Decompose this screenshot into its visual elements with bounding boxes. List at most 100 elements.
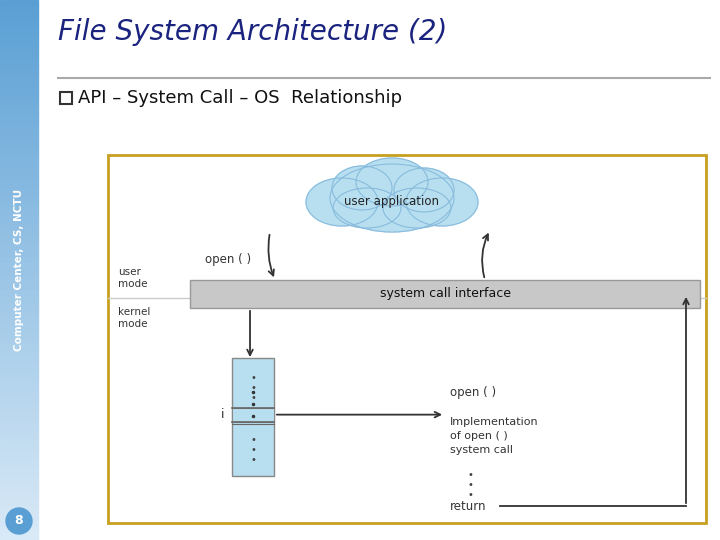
Bar	[0, 148, 38, 156]
Ellipse shape	[330, 164, 454, 232]
Bar	[0, 399, 38, 405]
Bar	[0, 74, 38, 81]
Text: i: i	[220, 408, 224, 421]
Text: •: •	[250, 373, 256, 383]
Bar	[0, 310, 38, 317]
Bar	[0, 0, 38, 6]
Bar	[0, 183, 38, 189]
Bar	[0, 33, 38, 40]
Bar	[0, 284, 38, 291]
Text: •: •	[250, 393, 256, 403]
Text: user application: user application	[344, 195, 439, 208]
Bar	[0, 392, 38, 399]
Bar	[0, 249, 38, 256]
Bar	[0, 270, 38, 276]
Bar	[0, 168, 38, 176]
Bar	[0, 27, 38, 33]
Bar	[0, 459, 38, 465]
Ellipse shape	[333, 188, 401, 228]
Ellipse shape	[332, 166, 392, 210]
Text: •: •	[467, 470, 473, 480]
Bar	[0, 291, 38, 297]
Ellipse shape	[383, 188, 451, 228]
Text: •: •	[250, 383, 256, 393]
Bar	[0, 534, 38, 540]
Bar	[0, 162, 38, 168]
Bar	[0, 156, 38, 162]
Text: kernel
mode: kernel mode	[118, 307, 150, 329]
Text: 8: 8	[14, 515, 23, 528]
Bar	[0, 237, 38, 243]
Text: API – System Call – OS  Relationship: API – System Call – OS Relationship	[78, 89, 402, 107]
Bar	[0, 122, 38, 128]
Bar	[0, 472, 38, 480]
Bar	[0, 276, 38, 284]
Bar	[0, 345, 38, 351]
Bar	[0, 317, 38, 324]
Bar	[0, 446, 38, 453]
Bar	[0, 324, 38, 330]
Bar	[232, 358, 274, 476]
Bar	[0, 216, 38, 222]
Bar	[0, 195, 38, 202]
Bar	[0, 256, 38, 263]
Bar	[0, 351, 38, 357]
Bar	[0, 297, 38, 303]
Bar	[0, 102, 38, 108]
Bar	[0, 338, 38, 345]
Bar	[0, 20, 38, 27]
Bar	[0, 465, 38, 472]
Bar	[0, 432, 38, 438]
Circle shape	[6, 508, 32, 534]
Bar	[0, 14, 38, 20]
Bar	[0, 500, 38, 507]
Text: Implementation
of open ( )
system call: Implementation of open ( ) system call	[450, 417, 539, 455]
Bar	[0, 411, 38, 418]
Bar	[0, 378, 38, 384]
Text: •: •	[250, 455, 256, 464]
Text: •: •	[250, 435, 256, 444]
Bar	[0, 405, 38, 411]
Bar	[190, 280, 700, 308]
Bar	[0, 330, 38, 338]
Ellipse shape	[394, 168, 454, 212]
Bar	[0, 60, 38, 68]
Bar	[0, 108, 38, 115]
Bar	[0, 176, 38, 183]
Bar	[0, 135, 38, 141]
Text: user
mode: user mode	[118, 267, 148, 289]
Bar	[0, 426, 38, 432]
Bar	[0, 94, 38, 102]
Bar	[0, 364, 38, 372]
Bar	[0, 6, 38, 14]
Bar	[0, 480, 38, 486]
Bar	[0, 209, 38, 216]
Bar	[0, 384, 38, 391]
Ellipse shape	[306, 178, 378, 226]
Bar	[232, 408, 274, 422]
Text: open ( ): open ( )	[205, 253, 251, 267]
Bar	[0, 303, 38, 310]
Bar	[0, 357, 38, 364]
Bar	[0, 230, 38, 237]
Bar	[0, 526, 38, 534]
Bar	[0, 453, 38, 459]
Bar	[0, 438, 38, 445]
Text: Computer Center, CS, NCTU: Computer Center, CS, NCTU	[14, 189, 24, 351]
Bar	[0, 418, 38, 426]
Bar	[0, 141, 38, 149]
Text: File System Architecture (2): File System Architecture (2)	[58, 18, 447, 46]
Text: •: •	[467, 480, 473, 490]
Ellipse shape	[356, 158, 428, 206]
Bar	[0, 519, 38, 526]
Bar	[0, 115, 38, 122]
Bar	[0, 87, 38, 94]
Bar	[0, 40, 38, 47]
Bar	[0, 222, 38, 230]
Text: system call interface: system call interface	[379, 287, 510, 300]
Ellipse shape	[406, 178, 478, 226]
Bar	[0, 492, 38, 500]
Bar	[0, 372, 38, 378]
Bar	[0, 243, 38, 249]
Bar	[0, 507, 38, 513]
